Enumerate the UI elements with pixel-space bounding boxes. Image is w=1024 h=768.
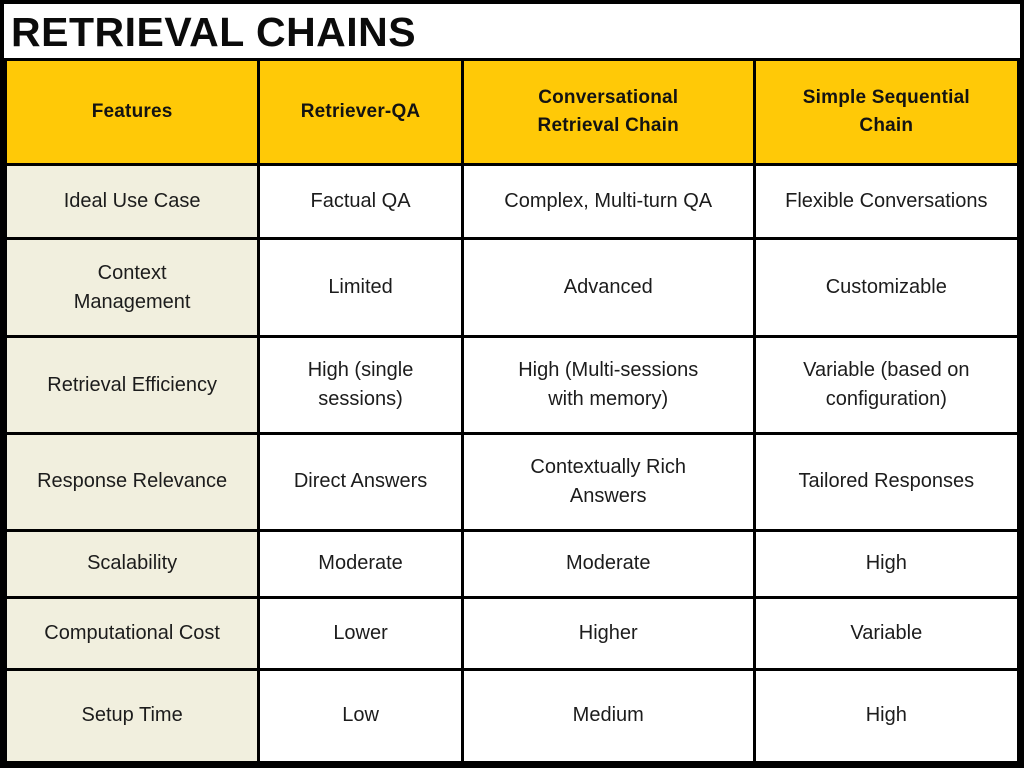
- table-row-context-management: Context Management Limited Advanced Cust…: [4, 236, 1020, 339]
- value-text: Medium: [572, 704, 644, 727]
- value-cell: Factual QA: [257, 163, 464, 240]
- feature-label: Scalability: [87, 552, 178, 575]
- column-header-label: Features: [91, 101, 173, 123]
- column-header-simple-sequential-chain: Simple Sequential Chain: [752, 58, 1020, 166]
- table-row-setup-time: Setup Time Low Medium High: [4, 667, 1020, 764]
- value-cell: Customizable: [752, 236, 1020, 339]
- value-text: Variable (based on configuration): [803, 359, 970, 411]
- value-cell: Contextually Rich Answers: [460, 432, 756, 532]
- header-row: Features Retriever-QA Conversational Ret…: [4, 58, 1020, 166]
- value-text: Advanced: [563, 276, 653, 299]
- value-text: Moderate: [565, 552, 651, 575]
- feature-cell: Scalability: [4, 528, 261, 600]
- value-text: High (single sessions): [307, 359, 414, 411]
- value-cell: Moderate: [460, 528, 756, 600]
- value-text: Lower: [333, 622, 388, 645]
- table-row-computational-cost: Computational Cost Lower Higher Variable: [4, 596, 1020, 671]
- value-cell: Direct Answers: [257, 432, 464, 532]
- value-cell: Higher: [460, 596, 756, 671]
- table-row-retrieval-efficiency: Retrieval Efficiency High (single sessio…: [4, 335, 1020, 436]
- column-header-retriever-qa: Retriever-QA: [257, 58, 464, 166]
- feature-label: Setup Time: [81, 704, 183, 727]
- value-text: Contextually Rich Answers: [530, 455, 687, 507]
- table-row-response-relevance: Response Relevance Direct Answers Contex…: [4, 432, 1020, 532]
- value-text: Tailored Responses: [798, 470, 975, 493]
- value-text: Variable: [850, 622, 923, 645]
- value-text: High: [865, 704, 907, 727]
- feature-cell: Retrieval Efficiency: [4, 335, 261, 436]
- value-cell: Complex, Multi-turn QA: [460, 163, 756, 240]
- feature-cell: Ideal Use Case: [4, 163, 261, 240]
- value-cell: High (Multi-sessions with memory): [460, 335, 756, 436]
- comparison-table: Features Retriever-QA Conversational Ret…: [4, 58, 1020, 764]
- value-text: Complex, Multi-turn QA: [504, 189, 713, 212]
- value-cell: Low: [257, 667, 464, 764]
- value-cell: Variable: [752, 596, 1020, 671]
- value-cell: High: [752, 667, 1020, 764]
- column-header-conversational-retrieval-chain: Conversational Retrieval Chain: [460, 58, 756, 166]
- column-header-label: Conversational Retrieval Chain: [537, 87, 679, 136]
- value-cell: Moderate: [257, 528, 464, 600]
- value-cell: High: [752, 528, 1020, 600]
- feature-cell: Context Management: [4, 236, 261, 339]
- value-cell: High (single sessions): [257, 335, 464, 436]
- feature-label: Ideal Use Case: [63, 189, 201, 212]
- value-cell: Lower: [257, 596, 464, 671]
- feature-label: Computational Cost: [44, 622, 220, 645]
- value-cell: Variable (based on configuration): [752, 335, 1020, 436]
- feature-label: Retrieval Efficiency: [47, 373, 217, 396]
- feature-cell: Computational Cost: [4, 596, 261, 671]
- value-text: Direct Answers: [293, 470, 428, 493]
- column-header-label: Simple Sequential Chain: [802, 87, 970, 136]
- value-cell: Tailored Responses: [752, 432, 1020, 532]
- value-text: Factual QA: [310, 189, 411, 212]
- value-cell: Flexible Conversations: [752, 163, 1020, 240]
- value-text: Low: [342, 704, 379, 727]
- table-row-scalability: Scalability Moderate Moderate High: [4, 528, 1020, 600]
- table-row-ideal-use-case: Ideal Use Case Factual QA Complex, Multi…: [4, 163, 1020, 240]
- value-text: High: [865, 552, 907, 575]
- column-header-label: Retriever-QA: [300, 101, 421, 123]
- value-cell: Medium: [460, 667, 756, 764]
- value-text: Higher: [578, 622, 638, 645]
- feature-cell: Response Relevance: [4, 432, 261, 532]
- title-bar: RETRIEVAL CHAINS: [4, 4, 1020, 58]
- value-text: Moderate: [318, 552, 403, 575]
- column-header-features: Features: [4, 58, 261, 166]
- value-cell: Limited: [257, 236, 464, 339]
- feature-label: Response Relevance: [37, 470, 228, 493]
- value-cell: Advanced: [460, 236, 756, 339]
- value-text: High (Multi-sessions with memory): [518, 359, 699, 411]
- value-text: Flexible Conversations: [785, 189, 988, 212]
- value-text: Customizable: [825, 276, 947, 299]
- feature-cell: Setup Time: [4, 667, 261, 764]
- page-title: RETRIEVAL CHAINS: [11, 8, 417, 55]
- feature-label: Context Management: [73, 261, 191, 313]
- value-text: Limited: [328, 276, 393, 299]
